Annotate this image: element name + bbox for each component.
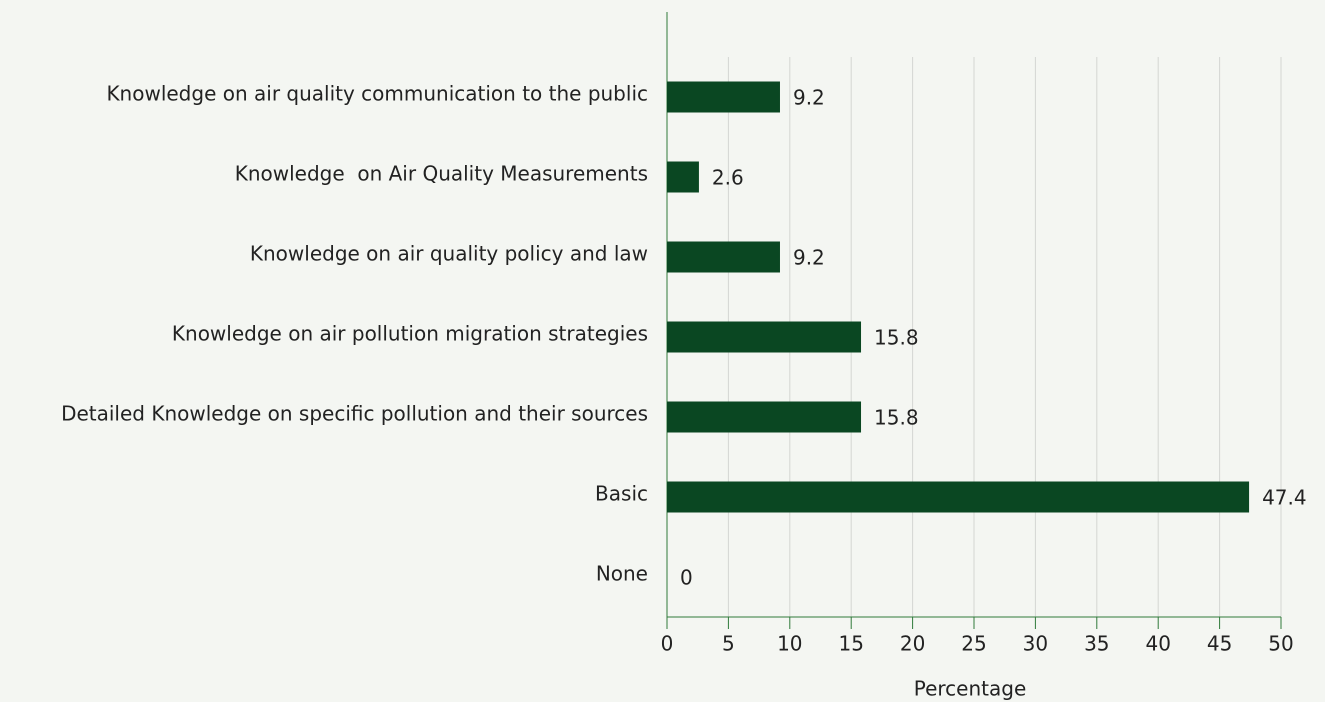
y-tick-label: Knowledge on Air Quality Measurements	[235, 162, 648, 186]
bar	[667, 401, 862, 433]
data-label: 47.4	[1262, 486, 1307, 510]
x-tick-label: 45	[1207, 632, 1232, 656]
bar	[667, 241, 780, 273]
x-tick-label: 15	[838, 632, 863, 656]
y-tick-label: Knowledge on air quality policy and law	[250, 242, 648, 266]
bar	[667, 321, 862, 353]
bar	[667, 161, 699, 193]
data-label: 9.2	[793, 246, 825, 270]
data-label: 15.8	[874, 326, 919, 350]
x-tick-label: 20	[900, 632, 925, 656]
data-label: 15.8	[874, 406, 919, 430]
y-tick-label: Knowledge on air pollution migration str…	[172, 322, 648, 346]
y-tick-label: Detailed Knowledge on specific pollution…	[61, 402, 648, 426]
x-tick-label: 40	[1145, 632, 1170, 656]
x-tick-label: 10	[777, 632, 802, 656]
data-label: 2.6	[712, 166, 744, 190]
x-tick-label: 30	[1023, 632, 1048, 656]
x-tick-label: 50	[1268, 632, 1293, 656]
x-tick-label: 25	[961, 632, 986, 656]
x-tick-label: 35	[1084, 632, 1109, 656]
x-tick-label: 5	[722, 632, 735, 656]
bar	[667, 81, 780, 113]
y-tick-label: Knowledge on air quality communication t…	[106, 82, 648, 106]
y-tick-label: Basic	[595, 482, 648, 506]
y-tick-label: None	[596, 562, 648, 586]
data-label: 9.2	[793, 86, 825, 110]
x-axis-label: Percentage	[914, 677, 1027, 701]
bar	[667, 481, 1250, 513]
x-tick-label: 0	[661, 632, 674, 656]
data-label: 0	[680, 566, 693, 590]
